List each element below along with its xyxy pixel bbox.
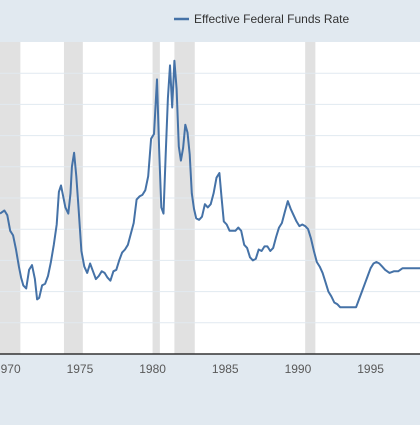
x-tick-label-1985: 1985 <box>212 362 239 376</box>
gridlines <box>0 72 420 324</box>
legend[interactable]: Effective Federal Funds Rate <box>174 12 350 26</box>
x-tick-label-1990: 1990 <box>285 362 312 376</box>
x-tick-label-1970: 1970 <box>0 362 21 376</box>
series-line-effective-federal-funds-rate <box>0 59 420 309</box>
legend-label: Effective Federal Funds Rate <box>194 12 350 26</box>
x-tick-label-1980: 1980 <box>139 362 166 376</box>
x-tick-label-1995: 1995 <box>357 362 384 376</box>
x-axis-ticks: 1970 1975 1980 1985 1990 1995 <box>0 362 384 376</box>
x-tick-label-1975: 1975 <box>67 362 94 376</box>
